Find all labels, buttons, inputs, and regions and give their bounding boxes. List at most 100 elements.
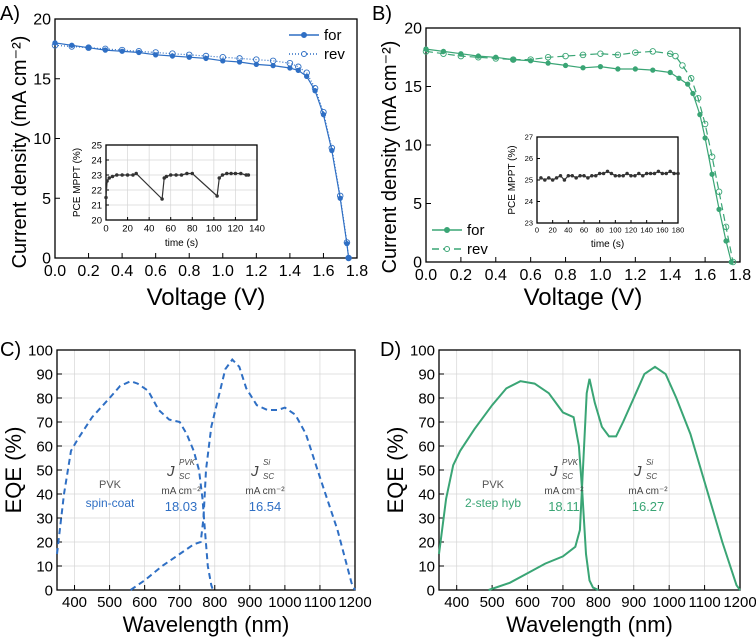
data-point xyxy=(625,171,629,176)
data-point xyxy=(422,48,430,55)
annotation-method: 2-step hyb xyxy=(465,496,521,510)
data-point xyxy=(105,179,109,183)
inset-background xyxy=(537,137,678,223)
x-tick-label: 1000 xyxy=(268,594,301,611)
data-point xyxy=(685,81,691,87)
data-point xyxy=(229,171,233,176)
x-tick-label: 700 xyxy=(167,594,192,611)
y-tick-label: 27 xyxy=(525,133,533,142)
data-point xyxy=(594,173,598,178)
data-point xyxy=(621,173,625,178)
x-tick-label: 1.6 xyxy=(312,263,334,280)
y-tick-label: 70 xyxy=(418,414,435,431)
data-point xyxy=(701,120,709,128)
data-point xyxy=(641,173,645,178)
plot-frame xyxy=(105,144,258,221)
data-point xyxy=(676,171,680,176)
panel-c: C) 400 500 600 700 800 900 1000 1100 1200 0 10 20 30 4… xyxy=(0,339,372,637)
data-point xyxy=(597,171,602,176)
y-axis-label: EQE (%) xyxy=(1,427,26,514)
legend-marker xyxy=(444,246,450,252)
data-point xyxy=(457,52,465,60)
x-tick-label: 20 xyxy=(122,224,133,235)
data-point xyxy=(253,56,260,63)
data-point xyxy=(687,75,695,82)
inset-x-label: time (s) xyxy=(591,239,624,250)
y-axis-label: Current density (mA cm⁻²) xyxy=(9,36,31,269)
x-tick-label: 0.0 xyxy=(44,263,66,280)
y-tick-label: 30 xyxy=(36,510,53,527)
x-tick-label: 0 xyxy=(103,224,108,235)
y-tick-label: 15 xyxy=(404,79,422,96)
data-point xyxy=(220,173,225,177)
y-tick-label: 30 xyxy=(418,510,435,527)
x-tick-label: 0.6 xyxy=(145,263,167,280)
y-tick-label: 26 xyxy=(525,154,533,163)
panel-b: B) 0.0 0.2 0.4 0.6 0.8 1.0 1.2 1.4 1.6 1.8 0 5 10 15 20… xyxy=(372,3,751,311)
panel-label: D) xyxy=(380,339,401,361)
data-point xyxy=(597,50,604,57)
data-point xyxy=(648,171,653,176)
y-axis-label: Current density (mA cm⁻²) xyxy=(379,41,401,274)
data-point xyxy=(168,173,173,177)
data-point xyxy=(664,171,669,176)
data-point xyxy=(215,194,219,198)
x-tick-label: 0.0 xyxy=(415,267,437,284)
y-tick-label: 100 xyxy=(28,342,53,359)
y-tick-label: 20 xyxy=(91,215,102,226)
data-point xyxy=(185,51,193,59)
data-point xyxy=(590,173,594,178)
data-point xyxy=(539,176,543,180)
annotation-j-sub: SC xyxy=(263,472,274,481)
x-tick-label: 0.2 xyxy=(450,267,472,284)
data-point xyxy=(190,171,195,176)
data-point xyxy=(702,135,708,141)
x-tick-label: 1.0 xyxy=(212,263,234,280)
y-tick-label: 60 xyxy=(36,438,53,455)
data-point xyxy=(574,176,578,180)
series-line-si xyxy=(130,358,356,591)
x-tick-label: 500 xyxy=(480,594,505,611)
data-point xyxy=(562,52,569,60)
data-point xyxy=(633,173,637,178)
y-tick-label: 10 xyxy=(36,558,53,575)
data-point xyxy=(582,173,586,178)
y-tick-label: 90 xyxy=(36,366,53,383)
data-point xyxy=(679,62,686,69)
y-tick-label: 0 xyxy=(427,582,435,599)
x-tick-label: 1.4 xyxy=(659,267,681,284)
data-point xyxy=(217,176,221,180)
x-tick-label: 1200 xyxy=(723,594,756,611)
y-tick-label: 20 xyxy=(36,534,53,551)
x-tick-label: 0.2 xyxy=(77,263,99,280)
data-point xyxy=(709,171,715,177)
x-tick-label: 140 xyxy=(640,226,653,235)
legend-label: for xyxy=(324,27,342,44)
y-axis-label: EQE (%) xyxy=(383,427,408,514)
annotation-jsc-value: 16.27 xyxy=(632,499,665,514)
data-point xyxy=(597,63,604,70)
x-tick-label: 600 xyxy=(515,594,540,611)
annotation-j-sub: SC xyxy=(179,472,190,481)
data-point xyxy=(239,171,243,176)
x-tick-label: 180 xyxy=(672,226,685,235)
legend-marker xyxy=(301,51,307,57)
data-point xyxy=(579,51,587,59)
panel-label: A) xyxy=(0,3,20,25)
data-point xyxy=(118,46,126,54)
data-point xyxy=(345,255,352,261)
data-point xyxy=(219,53,227,61)
x-tick-label: 20 xyxy=(548,226,556,235)
y-tick-label: 50 xyxy=(418,462,435,479)
data-point xyxy=(613,173,618,178)
x-tick-label: 60 xyxy=(165,224,176,235)
data-point xyxy=(174,173,178,177)
data-point xyxy=(672,52,679,60)
x-tick-label: 0.8 xyxy=(554,267,576,284)
data-point xyxy=(649,48,657,55)
x-tick-label: 0.4 xyxy=(111,263,133,280)
data-point xyxy=(225,171,229,176)
x-tick-label: 100 xyxy=(609,226,622,235)
y-tick-label: 25 xyxy=(525,176,533,185)
x-tick-label: 1.2 xyxy=(624,267,646,284)
